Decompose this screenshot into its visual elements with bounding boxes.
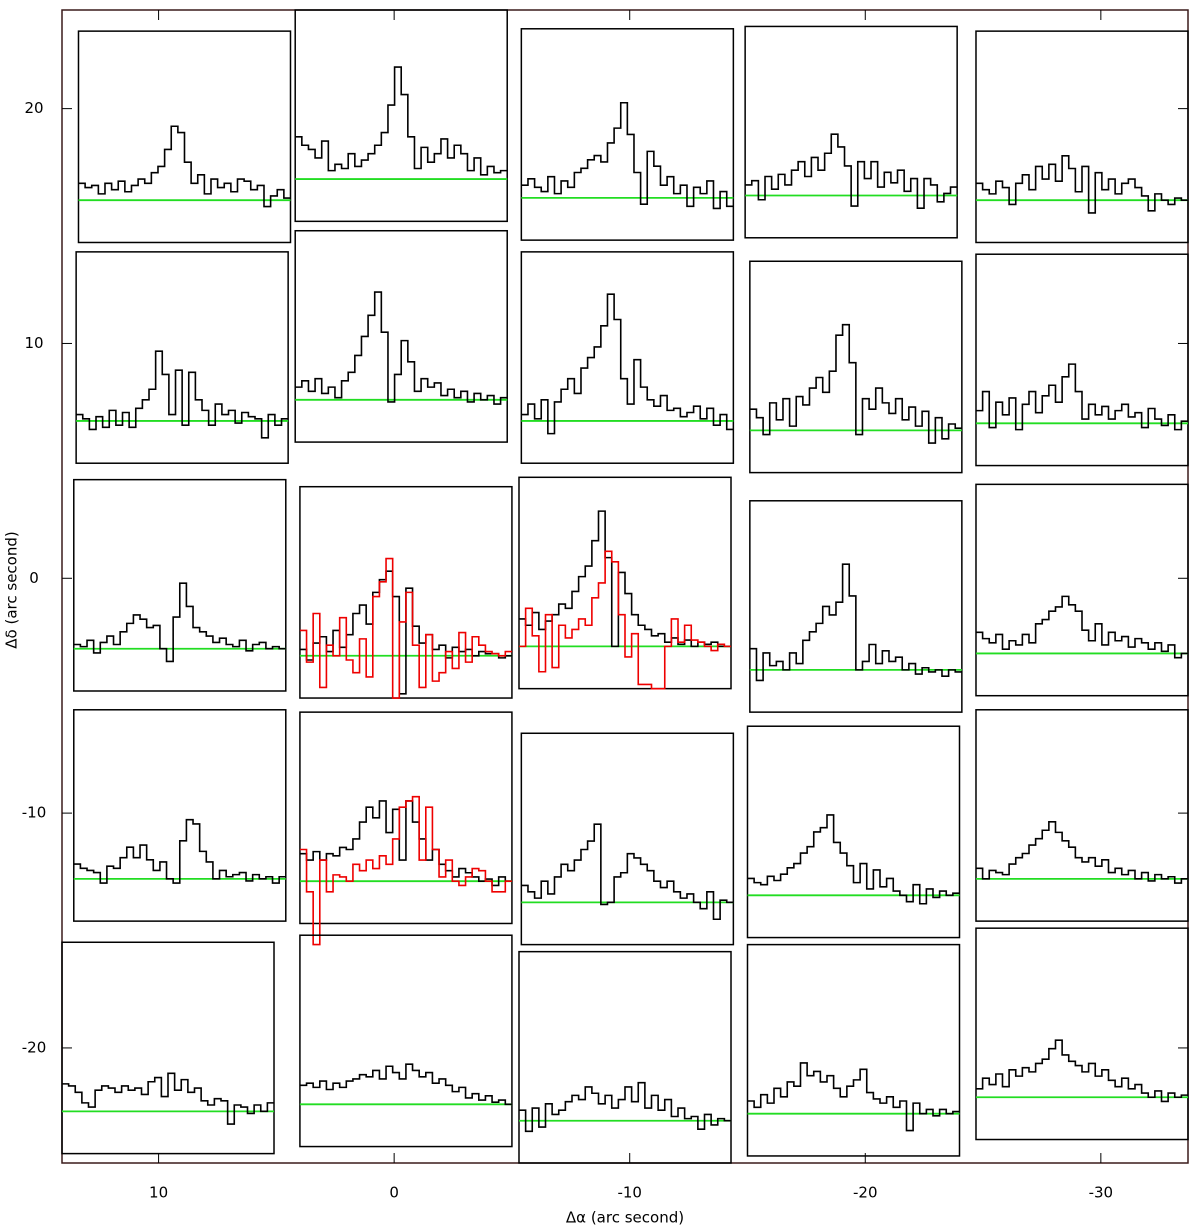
- spectrum: [747, 814, 960, 905]
- spectrum: [78, 125, 291, 208]
- spectrum: [521, 101, 734, 210]
- spectrum: [975, 1039, 1188, 1103]
- spectrum: [76, 350, 289, 439]
- spectrum: [299, 800, 512, 887]
- spectrum-panel: [744, 25, 958, 239]
- spectrum: [975, 820, 1188, 884]
- spectrum: [521, 293, 734, 435]
- spectrum: [747, 1062, 960, 1132]
- spectrum-panel: [299, 485, 513, 699]
- spectrum: [975, 595, 1188, 659]
- spectrum-panel: [975, 253, 1189, 467]
- spectrum-panel: [299, 711, 513, 925]
- spectrum: [295, 66, 508, 176]
- spectrum: [299, 557, 512, 699]
- x-tick-label: -30: [1089, 1184, 1114, 1202]
- spectrum-panel: [299, 934, 513, 1148]
- x-tick-label: 10: [149, 1184, 168, 1202]
- y-tick-label: 10: [24, 334, 43, 352]
- spectrum-panel: [749, 260, 963, 474]
- spectrum-panel: [975, 30, 1189, 244]
- y-tick-label: 0: [29, 569, 39, 587]
- x-tick-label: -10: [617, 1184, 642, 1202]
- x-axis-label: Δα (arc second): [566, 1209, 684, 1227]
- spectrum: [518, 550, 732, 690]
- spectrum-panel: [520, 28, 735, 241]
- spectrum-panel: [75, 251, 289, 464]
- spectrum-panel: [520, 732, 735, 946]
- spectrum: [975, 363, 1188, 431]
- y-tick-label: -20: [22, 1038, 47, 1056]
- spectrum-panel: [749, 500, 963, 713]
- spectrum-panel: [746, 943, 961, 1157]
- spectrum: [749, 323, 962, 444]
- spectrum: [749, 563, 962, 682]
- spectrum-panel: [73, 478, 287, 692]
- spectrum: [295, 291, 508, 405]
- spectrum-panel: [975, 927, 1189, 1141]
- spectrum: [62, 1072, 275, 1125]
- spectrum-panel: [520, 251, 735, 464]
- y-axis-label: Δδ (arc second): [3, 531, 21, 648]
- spectrum-panel: [77, 30, 292, 244]
- spectrum: [521, 823, 734, 921]
- spectrum-panel: [518, 476, 732, 690]
- spectrum-panel: [518, 950, 732, 1164]
- spectrum: [518, 510, 732, 648]
- y-tick-label: 20: [24, 99, 43, 117]
- spectrum-panel: [975, 483, 1189, 697]
- spectrum: [745, 133, 958, 209]
- spectrum-panel: [294, 229, 508, 443]
- spectrum: [73, 818, 286, 884]
- spectrum-panel: [61, 941, 275, 1155]
- spectrum-panel: [294, 9, 508, 223]
- spectrum-panel: [73, 709, 287, 922]
- spectrum-panel: [746, 725, 961, 939]
- spectrum: [975, 155, 1188, 214]
- spectrum: [299, 570, 512, 695]
- spectrum: [299, 795, 512, 946]
- spectrum: [299, 1063, 512, 1106]
- spectrum-panel: [975, 709, 1189, 922]
- spectrum: [73, 582, 286, 663]
- y-tick-label: -10: [22, 804, 47, 822]
- spectrum: [518, 1081, 732, 1133]
- x-tick-label: 0: [389, 1184, 399, 1202]
- x-tick-label: -20: [853, 1184, 878, 1202]
